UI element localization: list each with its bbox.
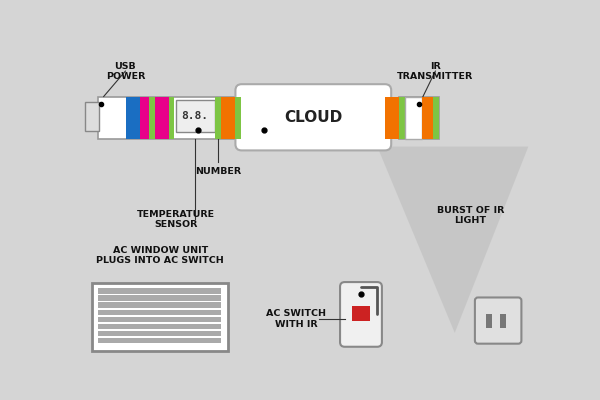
Bar bbox=[500, 314, 506, 328]
Text: NUMBER: NUMBER bbox=[196, 167, 241, 176]
Bar bbox=[149, 96, 155, 139]
Bar bbox=[98, 288, 221, 294]
Polygon shape bbox=[377, 146, 529, 333]
Text: AC SWITCH
WITH IR: AC SWITCH WITH IR bbox=[266, 309, 326, 329]
Bar bbox=[98, 96, 277, 139]
Bar bbox=[98, 295, 221, 301]
Bar bbox=[405, 96, 422, 139]
Bar bbox=[422, 96, 433, 139]
Bar bbox=[85, 102, 99, 131]
Text: CLOUD: CLOUD bbox=[284, 110, 343, 125]
Bar bbox=[98, 324, 221, 329]
Bar bbox=[98, 302, 221, 308]
Bar bbox=[486, 314, 492, 328]
FancyBboxPatch shape bbox=[340, 282, 382, 347]
Text: 8.8.: 8.8. bbox=[182, 111, 209, 121]
Bar bbox=[126, 96, 140, 139]
Bar bbox=[155, 96, 169, 139]
Bar bbox=[98, 317, 221, 322]
FancyBboxPatch shape bbox=[475, 298, 521, 344]
Text: BURST OF IR
LIGHT: BURST OF IR LIGHT bbox=[437, 206, 504, 225]
Text: IR
TRANSMITTER: IR TRANSMITTER bbox=[397, 62, 473, 81]
Bar bbox=[140, 96, 149, 139]
Bar bbox=[433, 96, 439, 139]
Bar bbox=[92, 283, 227, 351]
Bar bbox=[98, 331, 221, 336]
Bar bbox=[215, 96, 221, 139]
Bar bbox=[176, 100, 215, 132]
FancyBboxPatch shape bbox=[235, 84, 391, 150]
Bar bbox=[98, 310, 221, 315]
Bar bbox=[221, 96, 235, 139]
Bar bbox=[399, 96, 405, 139]
Bar bbox=[352, 306, 370, 321]
Text: USB
POWER: USB POWER bbox=[106, 62, 145, 81]
Bar bbox=[235, 96, 241, 139]
Text: TEMPERATURE
SENSOR: TEMPERATURE SENSOR bbox=[137, 210, 215, 229]
Bar bbox=[385, 96, 399, 139]
Bar bbox=[98, 338, 221, 344]
Bar bbox=[169, 96, 174, 139]
Text: AC WINDOW UNIT
PLUGS INTO AC SWITCH: AC WINDOW UNIT PLUGS INTO AC SWITCH bbox=[97, 246, 224, 265]
Bar bbox=[399, 96, 439, 139]
